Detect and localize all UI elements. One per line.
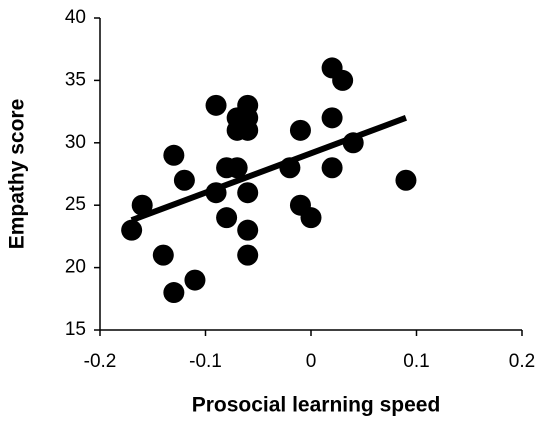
point bbox=[321, 157, 343, 179]
point bbox=[226, 157, 248, 179]
x-axis-label: Prosocial learning speed bbox=[192, 394, 441, 417]
point bbox=[121, 219, 143, 241]
point bbox=[163, 282, 185, 304]
point bbox=[205, 94, 227, 116]
point bbox=[163, 144, 185, 166]
point bbox=[216, 207, 238, 229]
x-tick-label: 0.1 bbox=[403, 351, 429, 372]
point bbox=[237, 219, 259, 241]
y-tick-label: 35 bbox=[65, 69, 86, 90]
point bbox=[184, 269, 206, 291]
y-tick-label: 40 bbox=[65, 7, 86, 28]
y-tick-label: 15 bbox=[65, 319, 86, 340]
x-tick-label: 0 bbox=[306, 351, 317, 372]
point bbox=[173, 169, 195, 191]
point bbox=[237, 244, 259, 266]
point bbox=[321, 107, 343, 129]
point bbox=[237, 119, 259, 141]
trend-line bbox=[130, 115, 407, 223]
point bbox=[332, 69, 354, 91]
point bbox=[395, 169, 417, 191]
point bbox=[152, 244, 174, 266]
y-tick-label: 25 bbox=[65, 194, 86, 215]
point bbox=[300, 207, 322, 229]
x-tick-label: -0.1 bbox=[189, 351, 222, 372]
point bbox=[237, 182, 259, 204]
y-axis-label: Empathy score bbox=[6, 99, 29, 250]
y-tick-label: 30 bbox=[65, 132, 86, 153]
x-tick-label: 0.2 bbox=[509, 351, 535, 372]
point bbox=[289, 119, 311, 141]
point bbox=[131, 194, 153, 216]
x-tick-label: -0.2 bbox=[84, 351, 117, 372]
y-tick-label: 20 bbox=[65, 257, 86, 278]
